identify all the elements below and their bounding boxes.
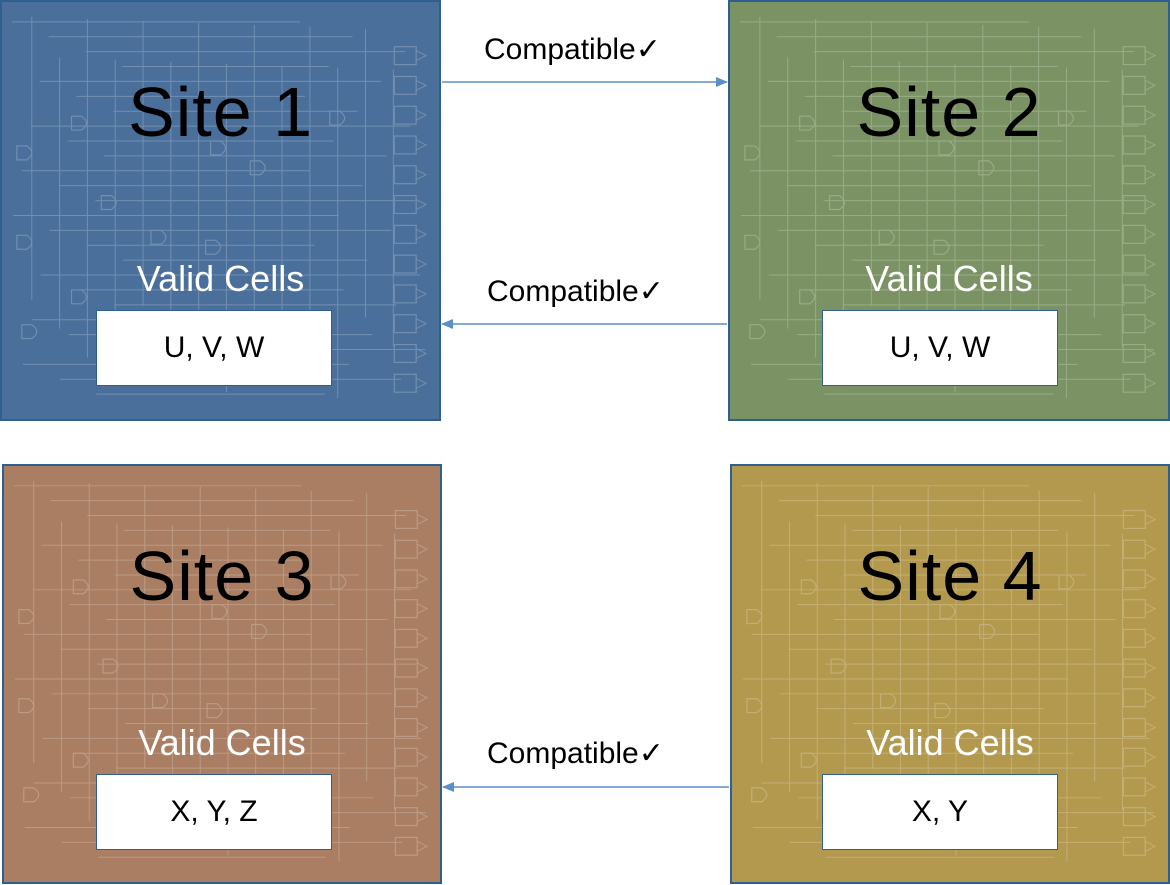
- site-3-cells-box: X, Y, Z: [96, 774, 332, 850]
- site-3-block: Site 3 Valid Cells X, Y, Z: [2, 464, 442, 884]
- site-4-block: Site 4 Valid Cells X, Y: [730, 464, 1170, 884]
- site-1-cells-value: U, V, W: [163, 331, 265, 364]
- site-3-title: Site 3: [129, 537, 315, 615]
- circuit-background-icon: [741, 480, 1157, 862]
- site-4-title: Site 4: [857, 537, 1043, 615]
- link-label-3: Compatible✓: [487, 737, 664, 770]
- site-3-valid-cells-label: Valid Cells: [138, 722, 306, 763]
- site-2-cells-box: U, V, W: [822, 310, 1058, 386]
- site-1-valid-cells-label: Valid Cells: [136, 258, 305, 299]
- site-1-cells-box: U, V, W: [96, 310, 332, 386]
- site-2-cells-value: U, V, W: [889, 331, 991, 364]
- site-4-cells-box: X, Y: [822, 774, 1058, 850]
- site-4-cells-value: X, Y: [911, 795, 969, 828]
- site-2-title: Site 2: [856, 73, 1042, 151]
- site-2-valid-cells-label: Valid Cells: [865, 258, 1033, 299]
- circuit-background-icon: [739, 16, 1157, 399]
- site-3-cells-value: X, Y, Z: [170, 795, 258, 828]
- link-label-1: Compatible✓: [484, 33, 661, 66]
- link-label-2: Compatible✓: [487, 275, 664, 308]
- site-2-block: Site 2 Valid Cells U, V, W: [728, 0, 1170, 421]
- site-1-title: Site 1: [128, 73, 313, 151]
- site-1-block: Site 1 Valid Cells U, V, W: [0, 0, 441, 421]
- site-4-valid-cells-label: Valid Cells: [866, 722, 1034, 763]
